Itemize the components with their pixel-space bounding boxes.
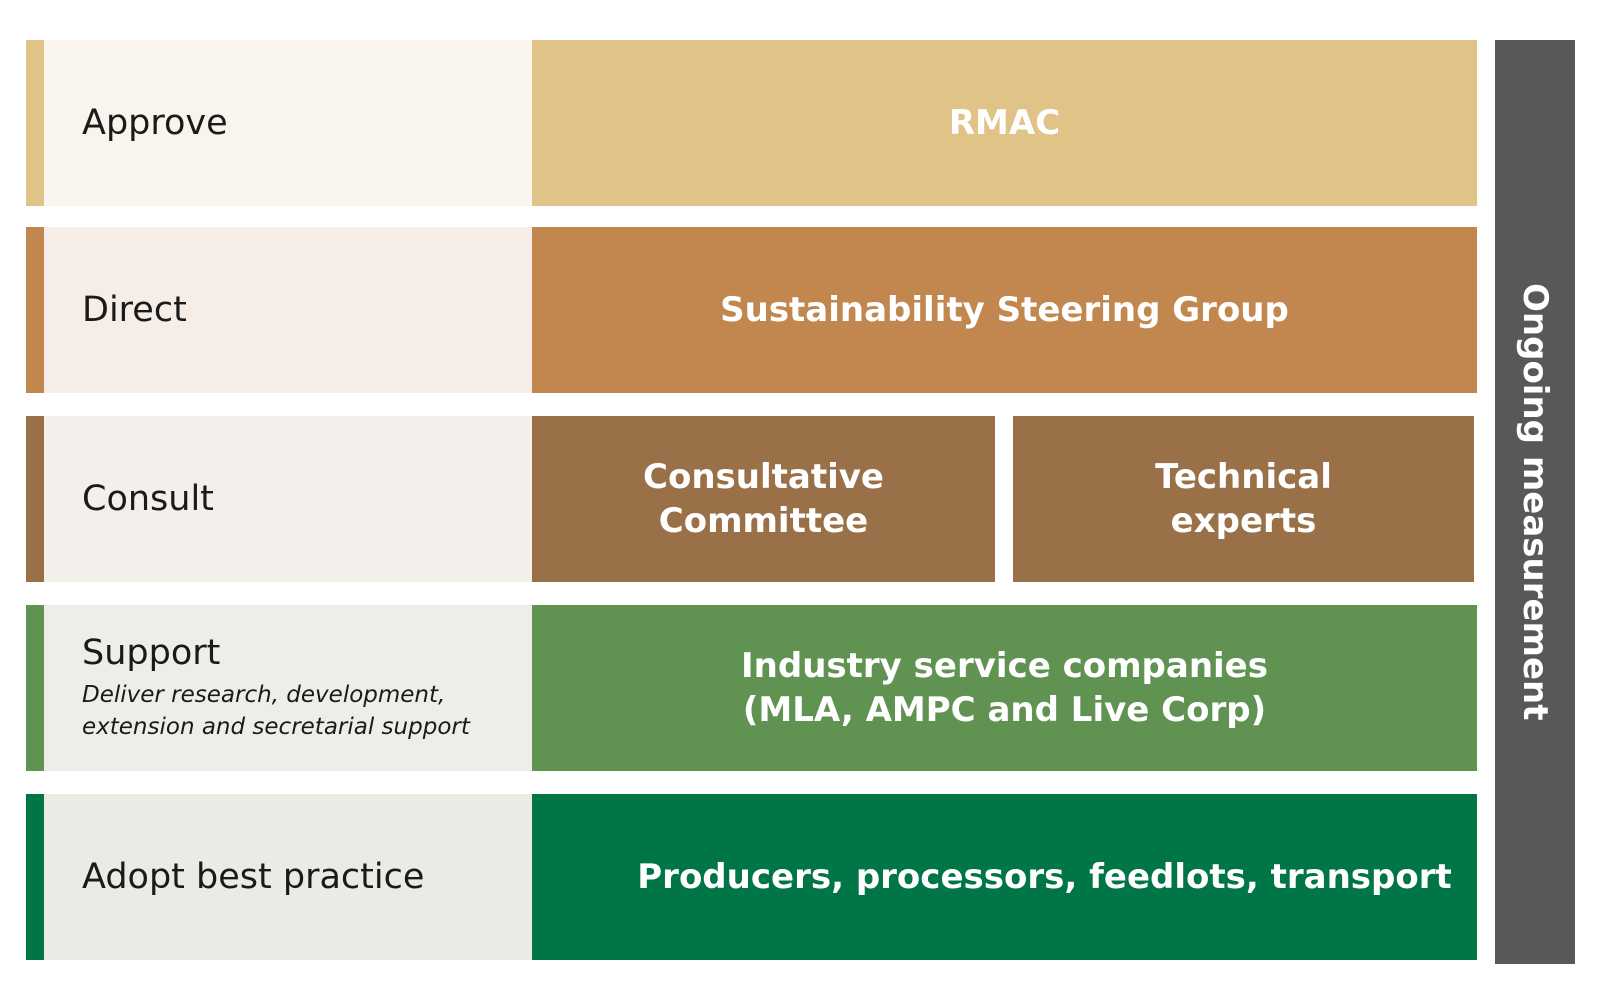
support-sublabel-line-2: extension and secretarial support [82,714,470,741]
support-sublabel: Deliver research, development, extension… [82,679,532,743]
adopt-label-cell: Adopt best practice [44,794,532,960]
row-consult: Consult Consultative Committee Technical… [26,416,1477,582]
adopt-label: Adopt best practice [82,856,425,897]
support-accent-bar [26,605,44,771]
consultative-committee-box: Consultative Committee [532,416,995,582]
rmac-box: RMAC [532,40,1477,206]
producers-label: Producers, processors, feedlots, transpo… [637,856,1452,897]
consult-label-cell: Consult [44,416,532,582]
approve-label-cell: Approve [44,40,532,206]
direct-accent-bar [26,227,44,393]
ongoing-measurement-bar: Ongoing measurement [1495,40,1575,964]
technical-experts-label: Technical experts [1155,456,1332,541]
steering-group-label: Sustainability Steering Group [720,289,1289,330]
support-label-cell: Support Deliver research, development, e… [44,605,532,771]
technical-experts-box: Technical experts [1013,416,1474,582]
consult-label: Consult [82,478,214,519]
direct-label: Direct [82,289,187,330]
approve-accent-bar [26,40,44,206]
row-support: Support Deliver research, development, e… [26,605,1477,771]
row-approve: Approve RMAC [26,40,1477,206]
row-direct: Direct Sustainability Steering Group [26,227,1477,393]
industry-service-companies-line-2: (MLA, AMPC and Live Corp) [742,690,1267,730]
ongoing-measurement-label: Ongoing measurement [1515,283,1555,721]
direct-label-cell: Direct [44,227,532,393]
steering-group-box: Sustainability Steering Group [532,227,1477,393]
rmac-label: RMAC [948,102,1061,143]
consult-accent-bar [26,416,44,582]
row-adopt-best-practice: Adopt best practice Producers, processor… [26,794,1477,960]
support-sublabel-line-1: Deliver research, development, [82,681,446,708]
approve-label: Approve [82,102,228,143]
consultative-committee-label: Consultative Committee [643,456,884,541]
industry-service-companies-box: Industry service companies (MLA, AMPC an… [532,605,1477,771]
producers-box: Producers, processors, feedlots, transpo… [532,794,1477,960]
adopt-accent-bar [26,794,44,960]
industry-service-companies-line-1: Industry service companies [741,645,1268,686]
support-label: Support [82,632,221,673]
